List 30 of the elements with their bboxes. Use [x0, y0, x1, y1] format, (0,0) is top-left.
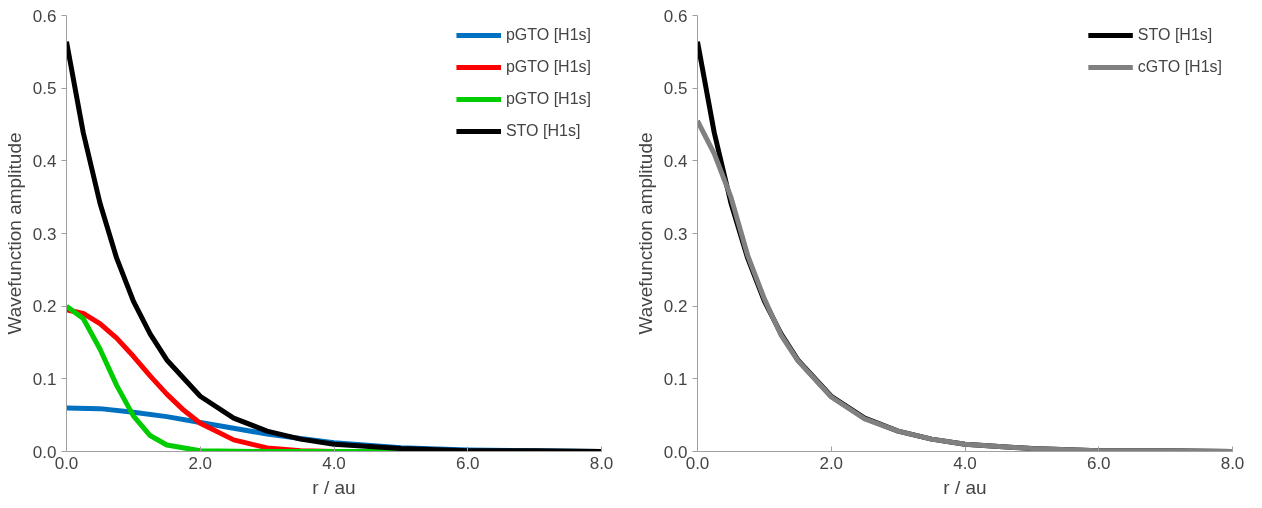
x-tick-label: 2.0 — [188, 453, 213, 473]
legend-label: pGTO [H1s] — [505, 26, 591, 44]
y-tick-label: 0.6 — [663, 6, 688, 26]
y-tick-label: 0.4 — [32, 151, 57, 171]
y-axis-title: Wavefunction amplitude — [634, 132, 656, 335]
legend-label: STO [H1s] — [505, 122, 581, 140]
x-tick-label: 4.0 — [322, 453, 346, 473]
x-tick-label: 4.0 — [953, 453, 977, 473]
y-tick-label: 0.3 — [663, 224, 688, 244]
y-tick-label: 0.2 — [32, 297, 57, 317]
legend-label: cGTO [H1s] — [1137, 58, 1222, 76]
y-tick-label: 0.1 — [32, 369, 57, 389]
x-tick-label: 8.0 — [1220, 453, 1245, 473]
y-tick-label: 0.4 — [663, 151, 688, 171]
x-tick-label: 6.0 — [455, 453, 480, 473]
y-tick-label: 0.5 — [32, 79, 57, 99]
y-tick-label: 0.3 — [32, 224, 57, 244]
x-tick-label: 6.0 — [1086, 453, 1111, 473]
legend-label: STO [H1s] — [1137, 26, 1213, 44]
x-tick-label: 8.0 — [589, 453, 614, 473]
y-tick-label: 0.1 — [663, 369, 688, 389]
legend-label: pGTO [H1s] — [505, 58, 591, 76]
y-tick-label: 0.2 — [663, 297, 688, 317]
y-tick-label: 0.5 — [663, 79, 688, 99]
x-tick-label: 2.0 — [819, 453, 844, 473]
x-axis-title: r / au — [312, 476, 356, 498]
legend-label: pGTO [H1s] — [505, 90, 591, 108]
x-axis-title: r / au — [943, 476, 987, 498]
y-axis-title: Wavefunction amplitude — [3, 132, 25, 335]
y-tick-label: 0.6 — [32, 6, 57, 26]
